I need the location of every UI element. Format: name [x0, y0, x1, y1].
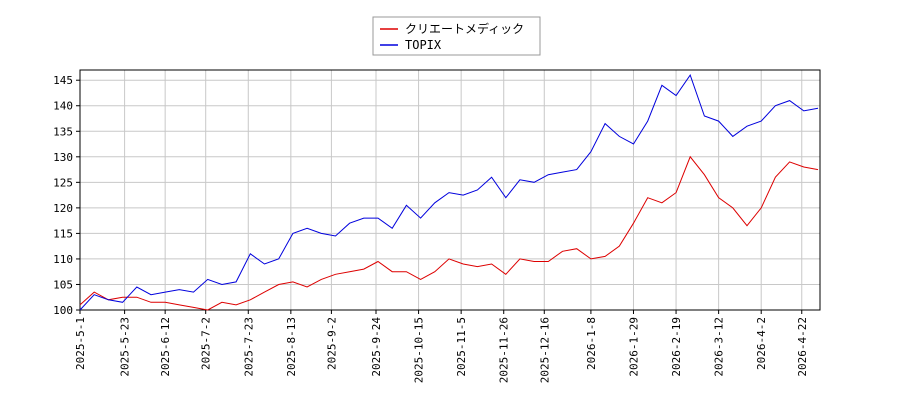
x-tick-label: 2025-9-2 [325, 317, 338, 370]
legend: クリエートメディック TOPIX [372, 16, 541, 56]
x-tick-label: 2026-1-8 [585, 317, 598, 370]
y-tick-label: 100 [53, 304, 73, 317]
y-tick-label: 145 [53, 74, 73, 87]
y-tick-label: 140 [53, 100, 73, 113]
y-tick-label: 130 [53, 151, 73, 164]
y-tick-label: 110 [53, 253, 73, 266]
series-line [79, 155, 819, 311]
x-tick-label: 2025-7-23 [242, 317, 255, 377]
x-tick-label: 2026-1-29 [627, 317, 640, 377]
y-tick-label: 115 [53, 227, 73, 240]
x-tick-label: 2025-5-23 [119, 317, 132, 377]
legend-box [372, 16, 541, 56]
x-tick-label: 2025-12-16 [538, 317, 551, 383]
legend-label: TOPIX [405, 38, 442, 52]
x-tick-label: 2025-7-2 [200, 317, 213, 370]
legend-label: クリエートメディック [405, 21, 524, 36]
x-tick-label: 2025-9-24 [370, 317, 383, 377]
x-tick-label: 2025-11-26 [498, 317, 511, 383]
x-tick-label: 2026-3-12 [713, 317, 726, 377]
y-tick-label: 135 [53, 125, 73, 138]
y-tick-label: 125 [53, 176, 73, 189]
x-tick-label: 2025-6-12 [159, 317, 172, 377]
x-tick-label: 2026-4-2 [755, 317, 768, 370]
x-tick-label: 2025-11-5 [455, 317, 468, 377]
y-tick-label: 120 [53, 202, 73, 215]
x-tick-label: 2025-10-15 [413, 317, 426, 383]
y-tick-label: 105 [53, 278, 73, 291]
x-tick-label: 2025-5-1 [74, 317, 87, 370]
series-line [79, 74, 819, 311]
x-tick-label: 2026-4-22 [796, 317, 809, 377]
x-tick-label: 2025-8-13 [285, 317, 298, 377]
x-tick-label: 2026-2-19 [670, 317, 683, 377]
plot-frame [79, 69, 821, 311]
